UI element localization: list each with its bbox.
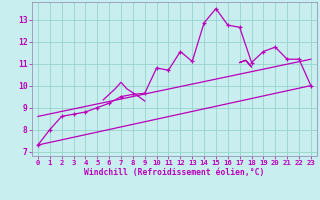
X-axis label: Windchill (Refroidissement éolien,°C): Windchill (Refroidissement éolien,°C) [84,168,265,177]
